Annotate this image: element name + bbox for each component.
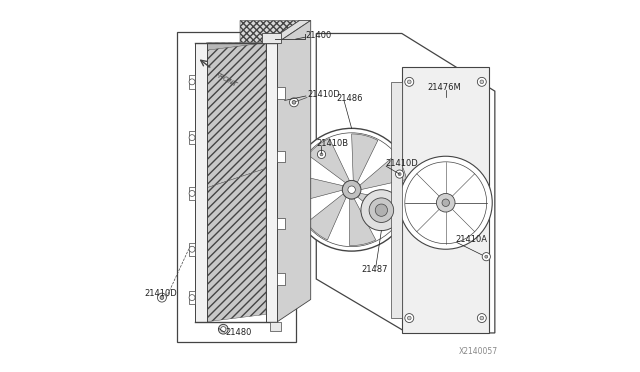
Circle shape (396, 170, 404, 178)
Circle shape (405, 77, 413, 86)
Bar (189, 291, 195, 304)
Bar (266, 43, 277, 322)
Circle shape (189, 295, 195, 301)
Polygon shape (316, 33, 495, 333)
Circle shape (157, 293, 166, 302)
Circle shape (408, 80, 411, 84)
Text: 21400: 21400 (305, 31, 332, 40)
Circle shape (218, 324, 228, 334)
Bar (266, 43, 277, 322)
Text: 21480: 21480 (225, 328, 252, 337)
Text: 21476M: 21476M (428, 83, 461, 92)
Polygon shape (207, 43, 266, 188)
Circle shape (398, 173, 401, 176)
Polygon shape (360, 155, 406, 190)
Bar (195, 43, 207, 322)
Circle shape (484, 255, 488, 258)
Circle shape (375, 204, 387, 216)
Circle shape (189, 79, 195, 85)
Circle shape (160, 296, 164, 299)
Circle shape (361, 190, 402, 231)
Text: 21410B: 21410B (316, 139, 348, 148)
Text: 21410D: 21410D (307, 90, 340, 99)
Polygon shape (207, 20, 300, 168)
Circle shape (289, 98, 298, 107)
Polygon shape (308, 138, 349, 183)
Polygon shape (177, 32, 296, 342)
Circle shape (482, 253, 490, 261)
Bar (277, 151, 285, 162)
Polygon shape (207, 168, 266, 322)
Circle shape (436, 193, 455, 212)
Circle shape (291, 128, 413, 251)
Circle shape (480, 80, 484, 84)
Bar (262, 33, 281, 43)
Circle shape (189, 190, 195, 196)
Polygon shape (307, 194, 346, 240)
Circle shape (442, 199, 449, 206)
Circle shape (221, 327, 226, 332)
Circle shape (477, 314, 486, 323)
Bar (277, 87, 285, 99)
Bar (402, 67, 489, 333)
Polygon shape (349, 199, 376, 246)
Circle shape (405, 314, 413, 323)
Circle shape (399, 156, 492, 249)
Text: 21410D: 21410D (385, 159, 418, 168)
Circle shape (294, 133, 408, 247)
Text: 21487: 21487 (361, 265, 387, 274)
Bar (189, 131, 195, 144)
Polygon shape (207, 43, 266, 168)
Circle shape (342, 180, 361, 199)
Bar (189, 75, 195, 89)
Text: 21410D: 21410D (145, 289, 177, 298)
Bar (390, 82, 402, 318)
Bar (207, 43, 266, 322)
Bar (189, 243, 195, 256)
Bar (277, 273, 285, 285)
Circle shape (348, 186, 355, 193)
Circle shape (480, 316, 484, 320)
Circle shape (320, 153, 323, 156)
Text: 21486: 21486 (337, 94, 363, 103)
Circle shape (317, 150, 326, 158)
Circle shape (477, 77, 486, 86)
Polygon shape (296, 175, 343, 202)
Bar (189, 187, 195, 200)
Circle shape (189, 246, 195, 252)
Text: FRONT: FRONT (214, 71, 238, 88)
Polygon shape (358, 193, 406, 226)
Circle shape (405, 162, 486, 244)
Text: X2140057: X2140057 (458, 347, 498, 356)
Bar (195, 43, 207, 322)
Polygon shape (266, 20, 310, 43)
Polygon shape (277, 20, 310, 322)
Text: 21410A: 21410A (456, 235, 488, 244)
Bar (270, 322, 281, 331)
Circle shape (189, 135, 195, 141)
Bar (277, 218, 285, 229)
Circle shape (369, 198, 394, 222)
Polygon shape (351, 134, 378, 182)
Circle shape (408, 316, 411, 320)
Circle shape (292, 100, 296, 104)
